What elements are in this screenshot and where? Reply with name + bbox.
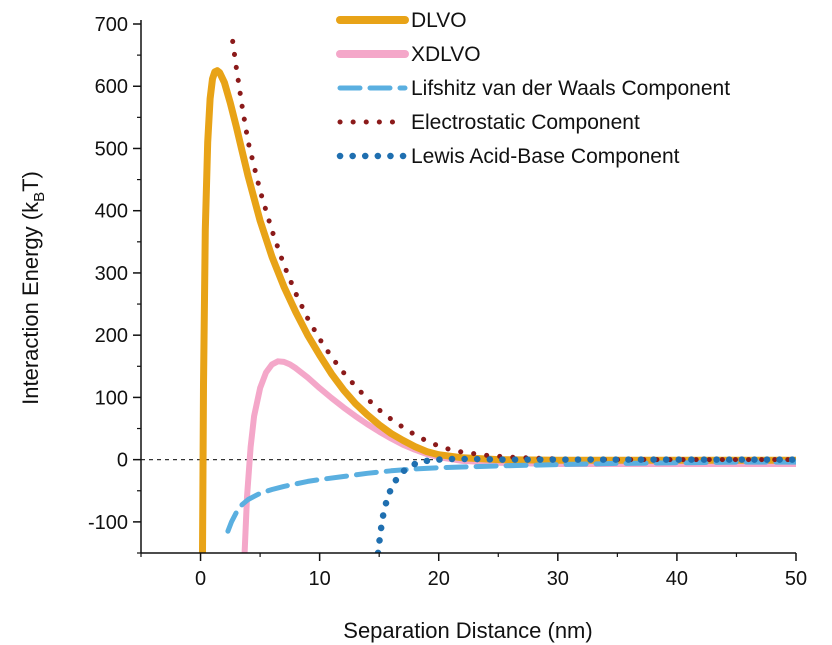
legend: DLVO XDLVO Lifshitz van der Waals Componen… — [336, 9, 730, 168]
y-axis-title-subscript: B — [31, 192, 48, 202]
series-line-lifshitz-van-der-waals-component — [225, 459, 796, 534]
x-tick-label: 10 — [309, 568, 331, 590]
legend-label: DLVO — [411, 9, 467, 32]
x-tick-label: 20 — [428, 568, 450, 590]
legend-label: XDLVO — [411, 43, 481, 66]
series-line-lewis-acid-base-component — [374, 455, 796, 553]
x-tick-label: 0 — [195, 568, 206, 590]
y-axis-ticks: -100 0 100 200 300 400 500 600 700 — [88, 14, 141, 554]
y-tick-label: 100 — [95, 387, 128, 409]
x-tick-label: 50 — [785, 568, 807, 590]
y-tick-label: 700 — [95, 14, 128, 36]
x-axis-title: Separation Distance (nm) — [343, 618, 592, 643]
y-tick-label: 500 — [95, 138, 128, 160]
series-layer — [199, 38, 796, 553]
legend-label: Lewis Acid-Base Component — [411, 145, 680, 168]
y-tick-label: 400 — [95, 201, 128, 223]
x-tick-label: 30 — [547, 568, 569, 590]
x-tick-label: 40 — [666, 568, 688, 590]
legend-label: Lifshitz van der Waals Component — [411, 77, 730, 100]
legend-label: Electrostatic Component — [411, 111, 640, 134]
x-axis-ticks: 0 10 20 30 40 50 — [140, 553, 807, 590]
series-line-electrostatic-component — [230, 38, 796, 463]
y-tick-label: 600 — [95, 76, 128, 98]
y-tick-label: -100 — [88, 512, 128, 534]
y-axis-title-main: Interaction Energy (k — [18, 201, 43, 405]
y-tick-label: 200 — [95, 325, 128, 347]
series-line-dlvo — [199, 67, 796, 553]
y-tick-label: 300 — [95, 263, 128, 285]
y-axis-title: Interaction Energy (kBT) — [18, 171, 48, 405]
y-tick-label: 0 — [117, 450, 128, 472]
y-axis-title-tail: T) — [18, 171, 43, 192]
